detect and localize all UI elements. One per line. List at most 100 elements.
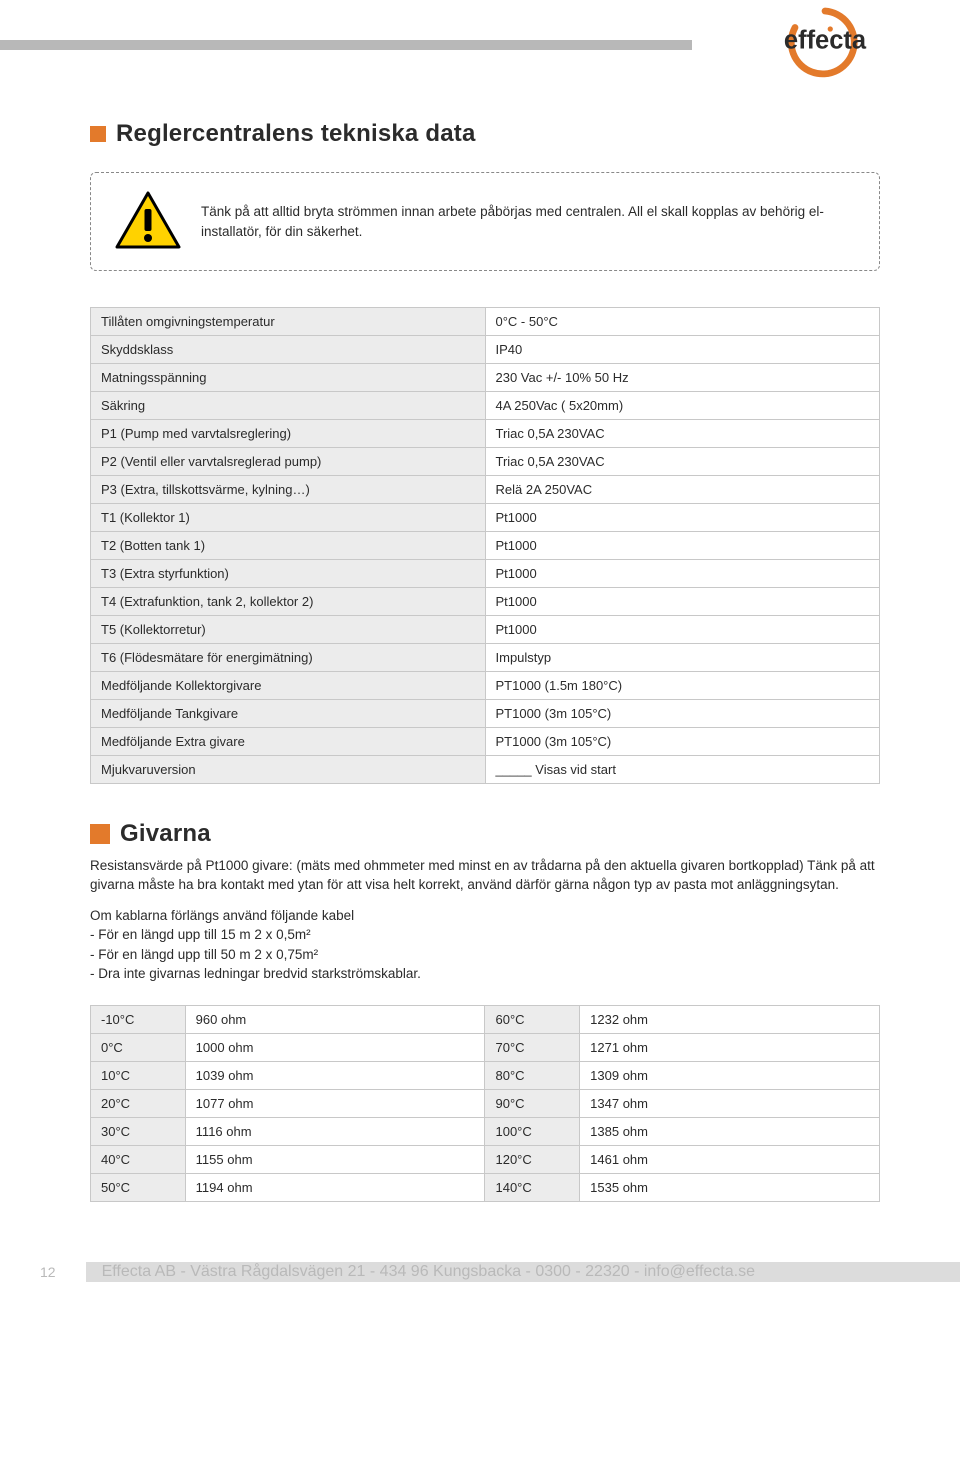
table-row: P3 (Extra, tillskottsvärme, kylning…)Rel… [91,476,880,504]
table-cell: Säkring [91,392,486,420]
table-cell: Medföljande Kollektorgivare [91,672,486,700]
table-cell: 70°C [485,1033,580,1061]
square-bullet-icon [90,126,106,142]
table-cell: 960 ohm [185,1005,485,1033]
table-row: P2 (Ventil eller varvtalsreglerad pump)T… [91,448,880,476]
table-cell: PT1000 (3m 105°C) [485,700,880,728]
table-cell: 140°C [485,1173,580,1201]
table-cell: 100°C [485,1117,580,1145]
table-cell: PT1000 (1.5m 180°C) [485,672,880,700]
list-item: - Dra inte givarnas ledningar bredvid st… [90,964,880,983]
heading-1: Reglercentralens tekniska data [116,120,476,148]
table-row: -10°C960 ohm60°C1232 ohm [91,1005,880,1033]
header-line-left [0,40,692,50]
footer-bar: Effecta AB - Västra Rågdalsvägen 21 - 43… [86,1262,960,1282]
table-row: 50°C1194 ohm140°C1535 ohm [91,1173,880,1201]
table-cell: -10°C [91,1005,186,1033]
table-row: Matningsspänning230 Vac +/- 10% 50 Hz [91,364,880,392]
table-cell: 1232 ohm [580,1005,880,1033]
table-row: Mjukvaruversion_____ Visas vid start [91,756,880,784]
table-cell: P3 (Extra, tillskottsvärme, kylning…) [91,476,486,504]
table-cell: 90°C [485,1089,580,1117]
footer: 12 Effecta AB - Västra Rågdalsvägen 21 -… [0,1262,960,1282]
table-cell: 10°C [91,1061,186,1089]
table-cell: 1347 ohm [580,1089,880,1117]
table-cell: T4 (Extrafunktion, tank 2, kollektor 2) [91,588,486,616]
table-cell: T2 (Botten tank 1) [91,532,486,560]
table-cell: 1194 ohm [185,1173,485,1201]
table-cell: Pt1000 [485,532,880,560]
table-cell: Pt1000 [485,588,880,616]
table-row: SkyddsklassIP40 [91,336,880,364]
table-row: 0°C1000 ohm70°C1271 ohm [91,1033,880,1061]
table-cell: 1039 ohm [185,1061,485,1089]
table-cell: 1000 ohm [185,1033,485,1061]
paragraph-2-lead: Om kablarna förlängs använd följande kab… [90,906,880,925]
table-cell: Mjukvaruversion [91,756,486,784]
content: Reglercentralens tekniska data Tänk på a… [0,120,960,1202]
table-row: P1 (Pump med varvtalsreglering)Triac 0,5… [91,420,880,448]
spec-table: Tillåten omgivningstemperatur0°C - 50°CS… [90,307,880,784]
table-cell: 1116 ohm [185,1117,485,1145]
paragraph-1: Resistansvärde på Pt1000 givare: (mäts m… [90,856,880,894]
table-cell: Triac 0,5A 230VAC [485,420,880,448]
header-bar: effecta [0,0,960,90]
table-cell: Triac 0,5A 230VAC [485,448,880,476]
warning-icon [115,191,181,252]
table-cell: PT1000 (3m 105°C) [485,728,880,756]
table-row: T5 (Kollektorretur)Pt1000 [91,616,880,644]
section-title-1: Reglercentralens tekniska data [90,120,880,148]
logo: effecta [750,5,900,80]
table-cell: T1 (Kollektor 1) [91,504,486,532]
table-cell: P1 (Pump med varvtalsreglering) [91,420,486,448]
table-row: T2 (Botten tank 1)Pt1000 [91,532,880,560]
table-row: 30°C1116 ohm100°C1385 ohm [91,1117,880,1145]
table-row: Tillåten omgivningstemperatur0°C - 50°C [91,308,880,336]
table-cell: 120°C [485,1145,580,1173]
list-item: - För en längd upp till 15 m 2 x 0,5m² [90,925,880,944]
table-cell: Medföljande Extra givare [91,728,486,756]
heading-2: Givarna [120,820,211,848]
table-cell: 20°C [91,1089,186,1117]
footer-text: Effecta AB - Västra Rågdalsvägen 21 - 43… [102,1263,755,1281]
table-row: Medföljande TankgivarePT1000 (3m 105°C) [91,700,880,728]
table-row: T6 (Flödesmätare för energimätning)Impul… [91,644,880,672]
table-cell: Tillåten omgivningstemperatur [91,308,486,336]
table-cell: 40°C [91,1145,186,1173]
warning-text: Tänk på att alltid bryta strömmen innan … [201,202,855,241]
table-cell: 1155 ohm [185,1145,485,1173]
cable-list: - För en längd upp till 15 m 2 x 0,5m² - … [90,925,880,982]
table-cell: 80°C [485,1061,580,1089]
table-cell: 1535 ohm [580,1173,880,1201]
table-cell: 1385 ohm [580,1117,880,1145]
page: effecta Reglercentralens tekniska data T… [0,0,960,1312]
table-cell: IP40 [485,336,880,364]
table-cell: Pt1000 [485,560,880,588]
table-cell: 230 Vac +/- 10% 50 Hz [485,364,880,392]
ohm-table: -10°C960 ohm60°C1232 ohm0°C1000 ohm70°C1… [90,1005,880,1202]
table-cell: 60°C [485,1005,580,1033]
warning-box: Tänk på att alltid bryta strömmen innan … [90,172,880,271]
table-cell: 4A 250Vac ( 5x20mm) [485,392,880,420]
table-cell: _____ Visas vid start [485,756,880,784]
table-row: T4 (Extrafunktion, tank 2, kollektor 2)P… [91,588,880,616]
table-row: Säkring4A 250Vac ( 5x20mm) [91,392,880,420]
table-row: 10°C1039 ohm80°C1309 ohm [91,1061,880,1089]
table-cell: Pt1000 [485,616,880,644]
table-row: T3 (Extra styrfunktion)Pt1000 [91,560,880,588]
table-cell: 1271 ohm [580,1033,880,1061]
table-cell: Relä 2A 250VAC [485,476,880,504]
table-cell: 1077 ohm [185,1089,485,1117]
table-cell: 1309 ohm [580,1061,880,1089]
square-bullet-icon [90,824,110,844]
table-cell: Pt1000 [485,504,880,532]
table-cell: Impulstyp [485,644,880,672]
table-row: 40°C1155 ohm120°C1461 ohm [91,1145,880,1173]
table-cell: T6 (Flödesmätare för energimätning) [91,644,486,672]
table-cell: P2 (Ventil eller varvtalsreglerad pump) [91,448,486,476]
table-cell: Medföljande Tankgivare [91,700,486,728]
section-title-2: Givarna [90,820,880,848]
table-row: Medföljande Extra givarePT1000 (3m 105°C… [91,728,880,756]
logo-text: effecta [784,27,867,55]
table-cell: Matningsspänning [91,364,486,392]
